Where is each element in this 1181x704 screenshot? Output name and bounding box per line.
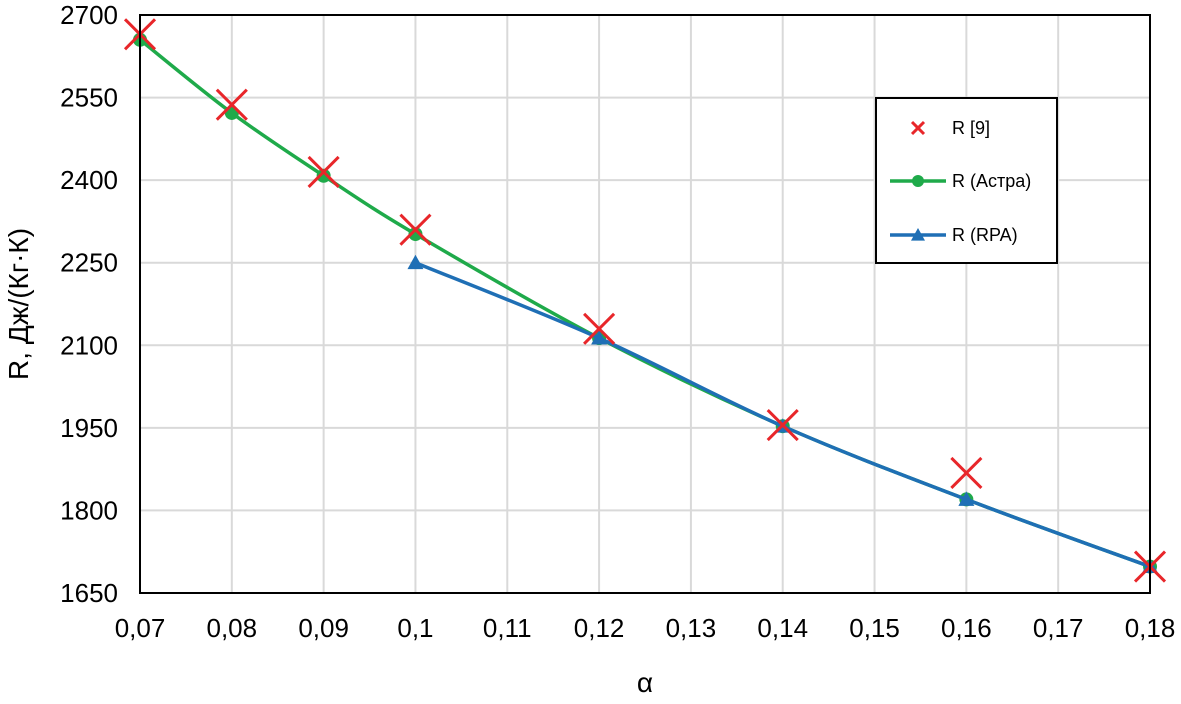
- x-tick-label: 0,15: [849, 613, 900, 643]
- legend-entry: R (RPA): [890, 225, 1018, 245]
- y-tick-label: 1800: [60, 495, 118, 525]
- x-tick-label: 0,14: [757, 613, 808, 643]
- x-axis-title: α: [637, 667, 653, 698]
- y-tick-label: 2250: [60, 248, 118, 278]
- data-point-x-marker: [215, 88, 248, 121]
- y-axis-ticks: 1650 1800 1950 2100 2250 2400 2550 2700: [60, 0, 118, 608]
- y-tick-label: 2400: [60, 165, 118, 195]
- plot-frame: [139, 14, 1151, 594]
- legend-label: R [9]: [952, 118, 990, 138]
- y-tick-label: 1650: [60, 578, 118, 608]
- x-tick-label: 0,16: [941, 613, 992, 643]
- data-point-triangle: [958, 491, 975, 506]
- x-axis-ticks: 0,07 0,08 0,09 0,1 0,11 0,12 0,13 0,14 0,15 0,16 0…: [115, 613, 1176, 643]
- data-point-circle: [316, 168, 331, 183]
- data-point-x-marker: [910, 120, 926, 136]
- data-point-x-marker: [766, 409, 799, 442]
- x-tick-label: 0,17: [1033, 613, 1084, 643]
- data-point-x-marker: [399, 213, 432, 246]
- x-tick-label: 0,18: [1125, 613, 1176, 643]
- legend-entry: R (Астра): [890, 171, 1031, 191]
- x-tick-label: 0,09: [298, 613, 349, 643]
- data-point-triangle: [591, 330, 608, 345]
- x-tick-label: 0,13: [666, 613, 717, 643]
- y-tick-label: 1950: [60, 413, 118, 443]
- legend-label: R (Астра): [952, 171, 1031, 191]
- x-tick-label: 0,12: [574, 613, 625, 643]
- data-point-x-marker: [583, 312, 616, 345]
- data-point-triangle: [407, 254, 424, 270]
- legend-label: R (RPA): [952, 225, 1018, 245]
- y-tick-label: 2700: [60, 0, 118, 30]
- x-tick-label: 0,11: [483, 613, 532, 643]
- data-point-x-marker: [950, 456, 983, 490]
- data-point-triangle: [911, 228, 925, 241]
- plot-series: [123, 18, 1167, 583]
- data-point-x-marker: [307, 155, 340, 188]
- legend-entry: R [9]: [910, 118, 990, 138]
- x-tick-label: 0,07: [115, 613, 166, 643]
- y-axis-title: R, Дж/(Кг·К): [3, 228, 34, 380]
- data-point-circle: [912, 175, 924, 187]
- legend: R [9] R (Астра) R (RPA): [875, 97, 1058, 264]
- y-tick-label: 2100: [60, 330, 118, 360]
- x-tick-label: 0,1: [397, 613, 433, 643]
- data-point-circle: [408, 227, 423, 242]
- x-tick-label: 0,08: [207, 613, 258, 643]
- y-tick-label: 2550: [60, 83, 118, 113]
